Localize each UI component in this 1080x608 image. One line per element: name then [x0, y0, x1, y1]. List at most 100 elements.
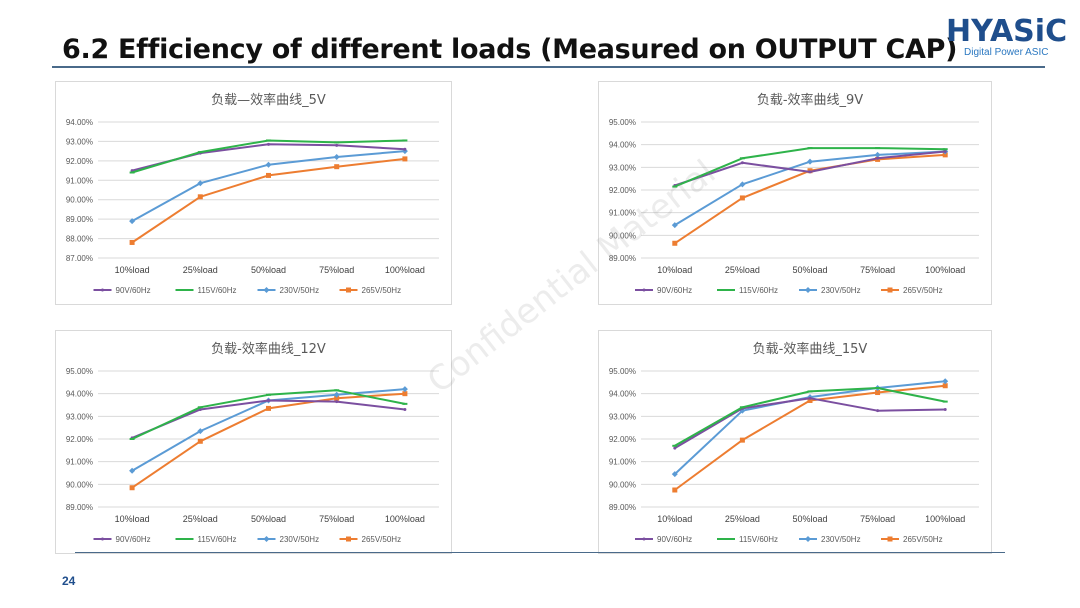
company-logo: HYASiC Digital Power ASIC [946, 14, 1068, 64]
page-number: 24 [62, 574, 76, 588]
data-point [875, 147, 881, 150]
x-tick-label: 25%load [725, 514, 760, 524]
data-point [739, 181, 746, 188]
legend-label: 265V/50Hz [903, 535, 943, 544]
slide-title: 6.2 Efficiency of different loads (Measu… [62, 34, 958, 65]
data-point [129, 485, 135, 491]
y-tick-label: 89.00% [609, 503, 636, 512]
legend-label: 115V/60Hz [198, 286, 237, 295]
chart-title: 负载—效率曲线_5V [211, 92, 326, 108]
data-point [942, 378, 949, 385]
legend-marker [101, 537, 104, 541]
legend-label: 115V/60Hz [739, 535, 778, 544]
data-point [672, 240, 678, 246]
data-point [333, 153, 340, 160]
y-tick-label: 94.00% [66, 390, 93, 399]
data-point [943, 149, 947, 153]
footer-divider [75, 552, 1005, 553]
legend-label: 265V/50Hz [903, 286, 943, 295]
legend-label: 230V/50Hz [280, 286, 320, 295]
data-point [267, 142, 270, 146]
x-tick-label: 50%load [792, 265, 827, 275]
data-point [874, 151, 881, 158]
y-tick-label: 94.00% [609, 141, 636, 150]
legend-marker [346, 536, 351, 542]
chart-panel-12v: 负载-效率曲线_12V 89.00% 90.00% 91.00% 92.00% 93.00… [55, 330, 452, 554]
legend-marker [805, 536, 811, 542]
y-tick-label: 94.00% [66, 118, 93, 127]
data-point [943, 408, 947, 412]
data-point [129, 467, 136, 474]
data-point [197, 406, 203, 409]
x-tick-label: 25%load [183, 514, 218, 524]
y-tick-label: 90.00% [66, 480, 93, 489]
data-point [740, 161, 744, 165]
data-point [672, 487, 678, 493]
x-tick-label: 50%load [251, 514, 286, 524]
legend-marker [642, 288, 646, 292]
data-point [402, 402, 408, 405]
y-tick-label: 90.00% [609, 480, 636, 489]
legend-marker [182, 289, 187, 291]
data-point [334, 395, 340, 401]
legend-label: 115V/60Hz [739, 286, 778, 295]
legend-marker [101, 288, 104, 292]
x-tick-label: 100%load [385, 265, 425, 275]
y-tick-label: 93.00% [609, 163, 636, 172]
legend-label: 230V/50Hz [821, 535, 861, 544]
chart-svg: 负载—效率曲线_5V 87.00% 88.00% 89.00% 90.00% 91.00%… [66, 92, 439, 295]
legend-marker [642, 537, 646, 541]
x-tick-label: 10%load [115, 514, 150, 524]
data-point [402, 391, 408, 397]
y-tick-label: 89.00% [609, 254, 636, 263]
legend-label: 230V/50Hz [821, 286, 861, 295]
y-tick-label: 92.00% [609, 435, 636, 444]
legend-label: 90V/60Hz [657, 535, 692, 544]
data-point [942, 400, 948, 403]
data-point [673, 446, 677, 450]
x-tick-label: 75%load [860, 514, 895, 524]
legend-marker [887, 536, 893, 542]
y-tick-label: 92.00% [66, 157, 93, 166]
x-tick-label: 10%load [657, 265, 692, 275]
data-point [266, 139, 271, 142]
chart-panel-9v: 负载-效率曲线_9V 89.00% 90.00% 91.00% 92.00% 93.00%… [598, 81, 992, 305]
y-tick-label: 90.00% [609, 231, 636, 240]
y-tick-label: 95.00% [609, 367, 636, 376]
y-tick-label: 92.00% [609, 186, 636, 195]
x-tick-label: 100%load [385, 514, 425, 524]
chart-panel-5v: 负载—效率曲线_5V 87.00% 88.00% 89.00% 90.00% 91.00%… [55, 81, 452, 305]
y-tick-label: 88.00% [66, 235, 93, 244]
x-tick-label: 50%load [251, 265, 286, 275]
data-point [876, 156, 880, 160]
data-point [197, 194, 203, 200]
data-point [129, 171, 135, 174]
y-tick-label: 92.00% [66, 435, 93, 444]
data-point [129, 438, 135, 440]
series-line [131, 157, 406, 244]
data-point [807, 158, 813, 165]
legend-label: 90V/60Hz [116, 286, 151, 295]
y-tick-label: 94.00% [609, 390, 636, 399]
y-tick-label: 95.00% [609, 118, 636, 127]
data-point [672, 444, 678, 447]
data-point [807, 147, 813, 150]
chart-svg: 负载-效率曲线_12V 89.00% 90.00% 91.00% 92.00% 93.00… [66, 341, 439, 544]
data-point [334, 164, 340, 170]
data-point [198, 408, 202, 412]
data-point [739, 195, 745, 201]
chart-svg: 负载-效率曲线_9V 89.00% 90.00% 91.00% 92.00% 93.00%… [609, 92, 979, 295]
logo-name: HYASiC [946, 14, 1068, 49]
data-point [401, 386, 408, 393]
legend-label: 90V/60Hz [116, 535, 151, 544]
legend-label: 115V/60Hz [198, 535, 237, 544]
title-divider [52, 66, 1045, 68]
y-tick-label: 95.00% [66, 367, 93, 376]
y-tick-label: 93.00% [66, 412, 93, 421]
series-line [674, 153, 946, 245]
data-point [671, 471, 678, 478]
data-point [129, 218, 136, 225]
x-tick-label: 75%load [319, 514, 354, 524]
data-point [403, 147, 407, 151]
legend-marker [182, 538, 187, 540]
